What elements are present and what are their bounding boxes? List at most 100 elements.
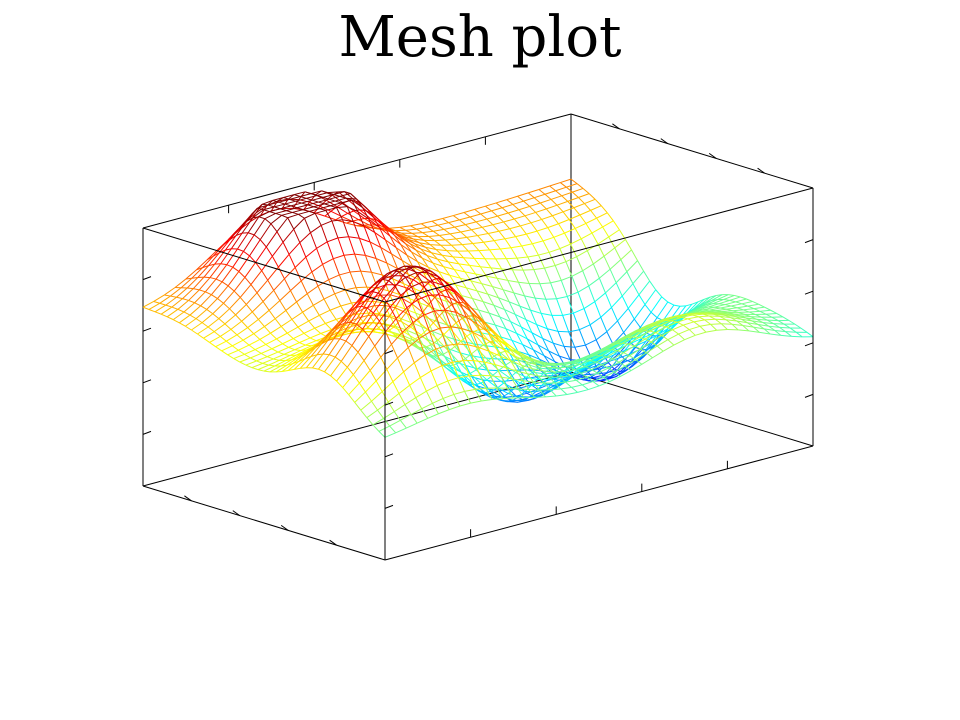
mesh-segment [453, 269, 461, 279]
mesh-segment [284, 203, 292, 207]
mesh-segment [405, 228, 417, 231]
mesh-segment [324, 200, 336, 205]
mesh-segment [536, 364, 548, 368]
mesh-segment [309, 333, 321, 339]
mesh-segment [585, 223, 593, 234]
mesh-segment [328, 274, 340, 281]
mesh-segment [483, 240, 495, 243]
mesh-segment [224, 235, 237, 251]
mesh-segment [424, 293, 432, 308]
mesh-segment [283, 197, 290, 200]
mesh-segment [468, 383, 475, 386]
mesh-segment [502, 289, 514, 294]
mesh-segment [444, 309, 456, 313]
mesh-segment [605, 282, 617, 294]
mesh-segment [449, 233, 457, 240]
mesh-segment [439, 233, 451, 236]
mesh-segment [506, 388, 514, 399]
mesh-segment [344, 329, 356, 333]
mesh-segment [644, 343, 656, 353]
mesh-segment [303, 201, 310, 211]
mesh-segment [177, 308, 185, 313]
mesh-segment [625, 336, 637, 343]
mesh-segment [510, 321, 522, 328]
mesh-segment [269, 211, 276, 214]
mesh-segment [442, 393, 455, 399]
mesh-segment [300, 345, 312, 352]
mesh-segment [432, 262, 444, 268]
mesh-segment [303, 332, 311, 339]
mesh-segment [332, 317, 344, 331]
mesh-segment [756, 318, 768, 321]
mesh-segment [469, 265, 477, 275]
mesh-segment [289, 196, 301, 200]
mesh-segment [507, 387, 519, 390]
mesh-segment [399, 420, 407, 429]
mesh-segment [533, 197, 541, 204]
mesh-segment [563, 371, 571, 377]
mesh-segment [418, 331, 430, 340]
mesh-segment [620, 259, 628, 272]
mesh-segment [433, 230, 440, 236]
mesh-segment [545, 395, 557, 398]
mesh-segment [330, 375, 337, 382]
mesh-segment [513, 292, 521, 307]
mesh-segment [519, 354, 527, 362]
mesh-segment [374, 345, 382, 358]
mesh-segment [530, 359, 542, 364]
mesh-segment [498, 365, 506, 371]
mesh-segment [463, 212, 471, 218]
mesh-segment [340, 302, 352, 307]
mesh-segment [358, 219, 370, 226]
mesh-segment [550, 195, 562, 200]
mesh-segment [238, 344, 250, 351]
mesh-segment [608, 347, 621, 355]
mesh-segment [405, 277, 412, 288]
mesh-segment [504, 309, 511, 322]
mesh-segment [596, 361, 603, 366]
mesh-segment [532, 349, 540, 360]
mesh-segment [271, 348, 279, 353]
mesh-segment [511, 340, 519, 352]
mesh-segment [573, 203, 585, 209]
mesh-segment [311, 271, 319, 287]
mesh-segment [453, 291, 461, 304]
mesh-segment [255, 262, 263, 271]
mesh-segment [482, 301, 494, 306]
mesh-segment [345, 314, 353, 324]
mesh-segment [568, 366, 576, 371]
mesh-segment [554, 265, 562, 281]
mesh-segment [369, 370, 377, 382]
mesh-segment [476, 290, 484, 302]
mesh-segment [506, 257, 518, 260]
mesh-segment [487, 369, 499, 372]
mesh-segment [582, 381, 594, 386]
mesh-segment [557, 331, 565, 347]
mesh-segment [356, 315, 368, 319]
mesh-segment [388, 316, 401, 322]
mesh-segment [532, 367, 539, 373]
mesh-segment [253, 234, 261, 241]
mesh-segment [458, 263, 470, 266]
mesh-segment [508, 347, 516, 357]
mesh-segment [409, 243, 421, 250]
mesh-segment [726, 307, 738, 310]
mesh-segment [201, 313, 214, 324]
mesh-segment [406, 254, 414, 268]
mesh-segment [491, 286, 499, 298]
mesh-segment [451, 244, 458, 252]
mesh-segment [493, 355, 506, 366]
mesh-segment [375, 258, 387, 264]
mesh-segment [481, 283, 493, 288]
mesh-segment [288, 242, 301, 255]
mesh-segment [209, 263, 222, 278]
mesh-segment [265, 246, 273, 257]
mesh-segment [274, 206, 281, 210]
mesh-segment [362, 207, 370, 220]
mesh-segment [398, 384, 410, 394]
mesh-segment [661, 329, 673, 336]
mesh-segment [593, 255, 605, 265]
mesh-segment [208, 263, 215, 267]
mesh-segment [520, 326, 528, 340]
mesh-segment [710, 324, 718, 331]
